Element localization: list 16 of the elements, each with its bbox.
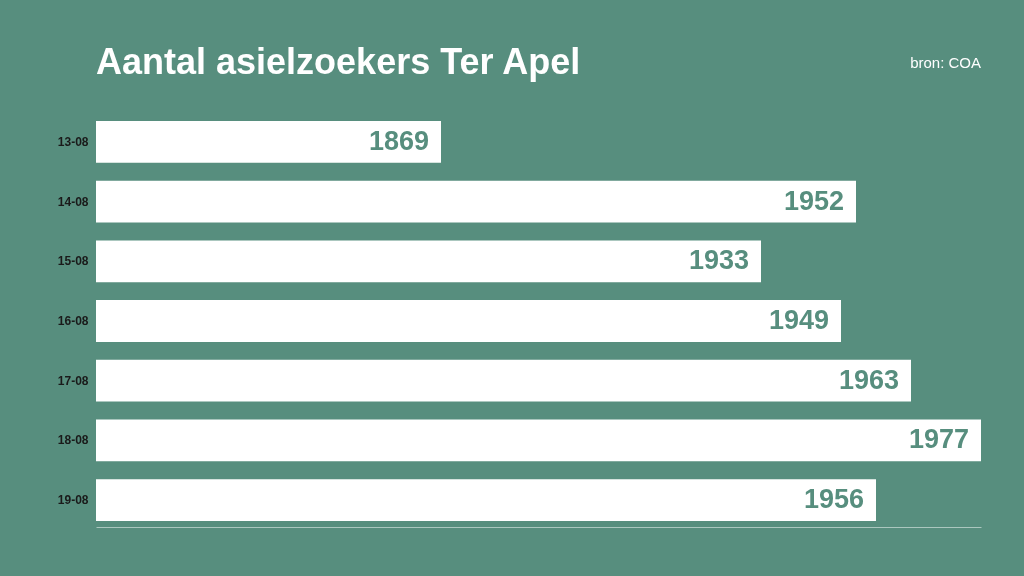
y-tick-label: 13-08 [57, 134, 89, 149]
y-tick-label: 15-08 [57, 254, 89, 269]
chart-title: Aantal asielzoekers Ter Apel [96, 41, 581, 82]
y-tick-label: 16-08 [57, 314, 89, 328]
y-tick-label: 18-08 [57, 433, 89, 448]
data-label: 1952 [783, 185, 844, 216]
data-label: 1963 [838, 364, 899, 395]
text: bron: COA [910, 54, 981, 71]
y-tick-label: 14-08 [57, 194, 89, 209]
data-label: 1933 [688, 245, 749, 276]
data-label: 1869 [368, 125, 429, 156]
data-label: 1956 [803, 484, 864, 515]
data-label: 1977 [908, 424, 969, 455]
y-tick-label: 19-08 [57, 493, 89, 508]
y-tick-label: 17-08 [57, 373, 89, 388]
data-label: 1949 [768, 305, 829, 335]
